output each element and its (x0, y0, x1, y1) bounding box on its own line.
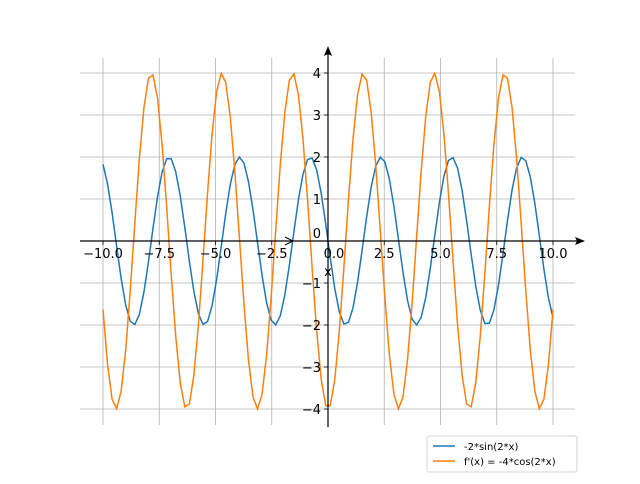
x-axis-arrow-icon (575, 237, 585, 245)
x-tick-label: −2.5 (256, 247, 288, 262)
legend-box (426, 435, 578, 473)
legend-label-0: -2*sin(2*x) (464, 442, 518, 453)
x-tick-label: 5.0 (430, 247, 451, 262)
y-tick-label: −4 (302, 403, 321, 418)
y-tick-label: 4 (313, 67, 321, 82)
y-tick-label: −2 (302, 319, 321, 334)
legend-label-1: f'(x) = -4*cos(2*x) (464, 457, 556, 468)
x-tick-label: 2.5 (374, 247, 395, 262)
legend: -2*sin(2*x) f'(x) = -4*cos(2*x) (426, 435, 578, 473)
y-tick-label: 1 (313, 193, 321, 208)
x-axis-label: x (324, 265, 332, 280)
x-tick-label: −7.5 (143, 247, 175, 262)
x-tick-label: 10.0 (539, 247, 568, 262)
y-tick-label: 3 (313, 109, 321, 124)
y-axis-arrow-icon (324, 46, 332, 56)
x-tick-label: −10.0 (83, 247, 123, 262)
x-tick-label: 7.5 (486, 247, 507, 262)
y-tick-label: 2 (313, 151, 321, 166)
y-tick-label: 0 (313, 227, 321, 242)
x-tick-label: −5.0 (200, 247, 232, 262)
y-tick-label: −1 (302, 277, 321, 292)
tick-labels: −10.0 −7.5 −5.0 −2.5 0.0 2.5 5.0 7.5 10.0 −4 −3 −2 −… (83, 67, 567, 418)
axes (80, 46, 585, 427)
y-tick-label: −3 (302, 361, 321, 376)
x-tick-label: 0.0 (324, 247, 345, 262)
x-axis-secondary-arrow-icon (284, 236, 295, 246)
